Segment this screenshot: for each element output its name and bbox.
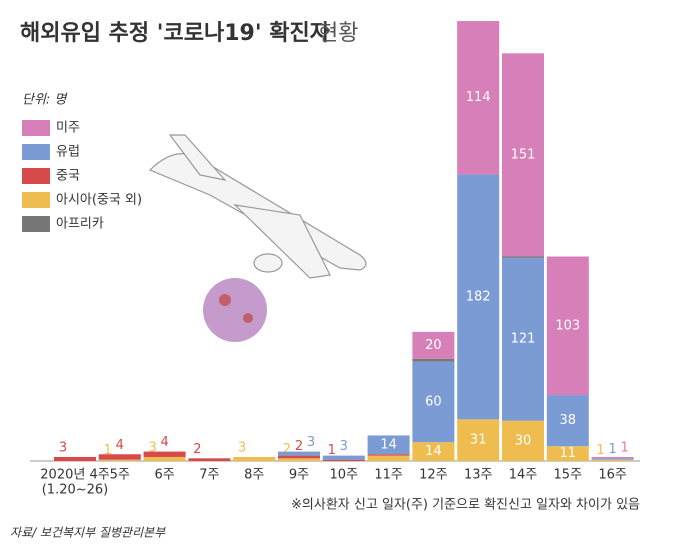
legend-swatch: [22, 216, 50, 232]
data-label: 2: [295, 439, 303, 454]
data-label: 3: [148, 440, 156, 455]
data-label: 1: [620, 440, 628, 455]
bar-segment: [367, 435, 410, 455]
data-label: 11: [560, 446, 577, 461]
x-tick-label: 2020년 4주: [40, 468, 109, 483]
data-label: 38: [560, 413, 577, 428]
bar-segment: [412, 331, 455, 359]
source: 자료/ 보건복지부 질병관리본부: [10, 526, 166, 540]
legend-label: 미주: [56, 121, 80, 136]
data-label: 4: [116, 438, 124, 453]
legend-swatch: [22, 144, 50, 160]
bar-segment: [412, 361, 455, 443]
data-label: 182: [466, 289, 491, 304]
data-label: 14: [380, 437, 397, 452]
legend-label: 유럽: [56, 145, 80, 160]
bar-segment: [278, 451, 320, 456]
bar-segment: [457, 21, 500, 175]
bar-segment: [278, 458, 320, 461]
data-label: 3: [59, 440, 67, 455]
bar-segment: [546, 256, 589, 396]
data-label: 2: [283, 442, 291, 457]
legend-swatch: [22, 120, 50, 136]
data-label: 1: [596, 443, 604, 458]
bar-segment: [502, 256, 544, 258]
bar-segment: [412, 358, 455, 362]
bar-segment: [54, 456, 96, 461]
bar-segment: [278, 455, 320, 459]
x-tick-label: 14주: [509, 468, 538, 483]
x-tick-label: 11주: [374, 468, 403, 483]
legend-swatch: [22, 192, 50, 208]
chart-title-suffix: 현황: [318, 21, 358, 46]
bar-segment: [367, 454, 410, 456]
x-tick-note: (1.20~26): [42, 483, 109, 498]
bar-segment: [322, 455, 365, 460]
x-tick-label: 9주: [289, 468, 309, 483]
bar-segment: [412, 442, 455, 461]
data-label: 3: [238, 440, 246, 455]
legend-label: 중국: [56, 169, 80, 184]
airplane-illustration: [148, 134, 367, 279]
bar-segment: [502, 53, 544, 257]
x-tick-label: 13주: [464, 468, 493, 483]
data-label: 3: [307, 435, 315, 450]
bar-segment: [98, 459, 141, 461]
data-label: 60: [425, 394, 442, 409]
bar-segment: [502, 420, 544, 461]
x-tick-label: 7주: [199, 468, 219, 483]
bar-segment: [591, 458, 634, 460]
data-label: 1: [104, 443, 112, 458]
data-label: 30: [515, 433, 532, 448]
footnote: ※의사환자 신고 일자(주) 기준으로 확진신고 일자와 차이가 있음: [291, 498, 640, 513]
bar-segment: [457, 419, 500, 461]
x-tick-label: 8주: [244, 468, 264, 483]
legend-swatch: [22, 168, 50, 184]
bar-segment: [591, 459, 634, 461]
data-label: 151: [511, 147, 536, 162]
data-label: 1: [608, 442, 616, 457]
data-label: 103: [555, 318, 580, 333]
x-tick-label: 15주: [554, 468, 583, 483]
x-tick-label: 10주: [330, 468, 359, 483]
bar-segment: [143, 456, 186, 461]
x-tick-label: 16주: [598, 468, 627, 483]
data-label: 3: [340, 439, 348, 454]
data-label: 20: [425, 338, 442, 353]
bar-segment: [546, 446, 589, 461]
data-label: 14: [425, 444, 442, 459]
bar-segment: [322, 459, 365, 461]
bar-segment: [143, 451, 186, 457]
bar-segment: [591, 456, 634, 459]
data-label: 121: [511, 332, 536, 347]
data-label: 2: [193, 442, 201, 457]
bar-segment: [457, 174, 500, 420]
unit-label: 단위: 명: [22, 93, 68, 108]
bar-segment: [502, 257, 544, 421]
data-label: 4: [160, 435, 168, 450]
chart-title: 해외유입 추정 '코로나19' 확진자: [20, 21, 331, 46]
bar-segment: [367, 455, 410, 461]
bar-segment: [98, 454, 141, 460]
x-tick-label: 5주: [110, 468, 130, 483]
virus-illustration: [203, 278, 267, 342]
bar-segment: [546, 395, 589, 447]
x-tick-label: 12주: [419, 468, 448, 483]
bar-segment: [233, 456, 276, 461]
x-tick-label: 6주: [154, 468, 174, 483]
data-label: 1: [328, 443, 336, 458]
legend-label: 아프리카: [56, 217, 104, 232]
legend-label: 아시아(중국 외): [56, 193, 142, 208]
data-label: 31: [470, 433, 487, 448]
data-label: 114: [466, 90, 491, 105]
bar-segment: [188, 458, 231, 461]
